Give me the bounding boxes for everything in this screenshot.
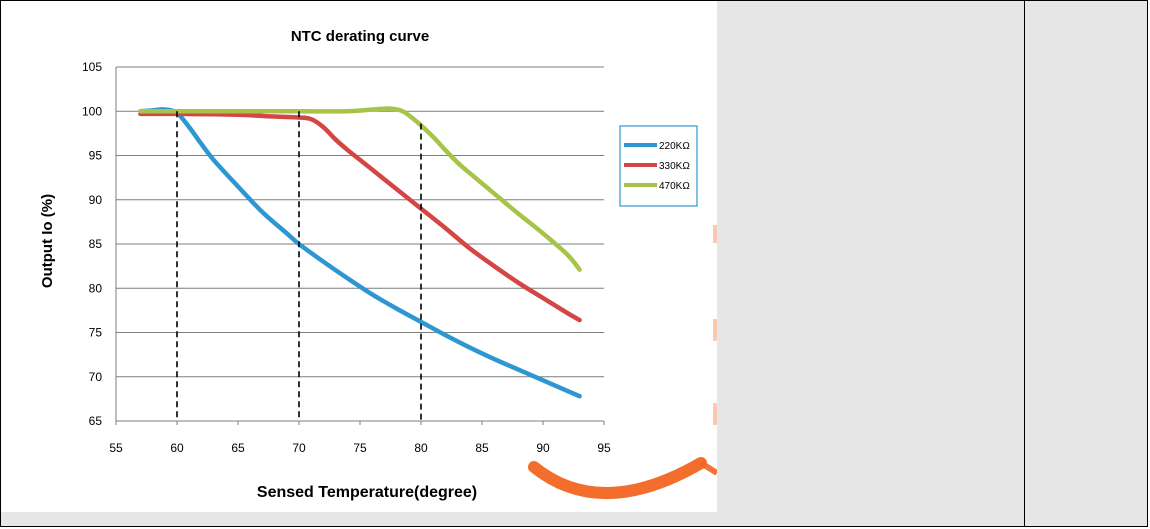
legend-label-1: 220KΩ [659,141,690,152]
bottom-band [1,512,717,526]
x-axis-ticks: 55 60 65 70 75 80 85 90 95 [109,421,611,455]
column-divider-1 [1024,0,1025,527]
y-tick-label: 100 [82,104,102,118]
chart-title: NTC derating curve [291,28,429,45]
series-line-2 [138,111,582,323]
x-tick-label: 80 [414,441,428,455]
series-line-1 [138,107,582,399]
y-tick-label: 75 [89,326,103,340]
x-tick-label: 85 [475,441,489,455]
y-tick-label: 65 [89,414,103,428]
y-tick-label: 90 [89,193,103,207]
y-tick-label: 85 [89,237,103,251]
derating-chart: NTC derating curve 65707580859095100105 … [39,28,717,501]
legend-label-2: 330KΩ [659,161,690,172]
x-tick-label: 60 [170,441,184,455]
column-divider-2 [1147,0,1148,527]
x-tick-label: 55 [109,441,123,455]
y-tick-label: 80 [89,281,103,295]
empty-table-cell-middle [717,1,1024,526]
x-tick-label: 90 [536,441,550,455]
y-tick-label: 95 [89,149,103,163]
y-tick-label: 105 [82,60,102,74]
watermark-decoration [528,225,717,499]
x-axis-label: Sensed Temperature(degree) [257,484,477,501]
series-line-3 [138,106,582,272]
series-lines [138,106,582,399]
y-tick-label: 70 [89,370,103,384]
gridlines [115,66,604,422]
x-tick-label: 70 [292,441,306,455]
y-axis-ticks: 65 70 75 80 85 90 95 100 105 [82,60,102,428]
y-axis-label: Output Io (%) [39,194,56,288]
legend-label-3: 470KΩ [659,181,690,192]
x-tick-label: 75 [353,441,367,455]
chart-cell: NTC derating curve 65 70 75 80 85 90 95 100 105 … [1,1,717,512]
empty-table-cell-right [1025,1,1147,526]
x-tick-label: 95 [597,441,611,455]
x-tick-label: 65 [231,441,245,455]
legend: 220KΩ 330KΩ 470KΩ [619,125,698,207]
reference-lines [176,111,422,421]
